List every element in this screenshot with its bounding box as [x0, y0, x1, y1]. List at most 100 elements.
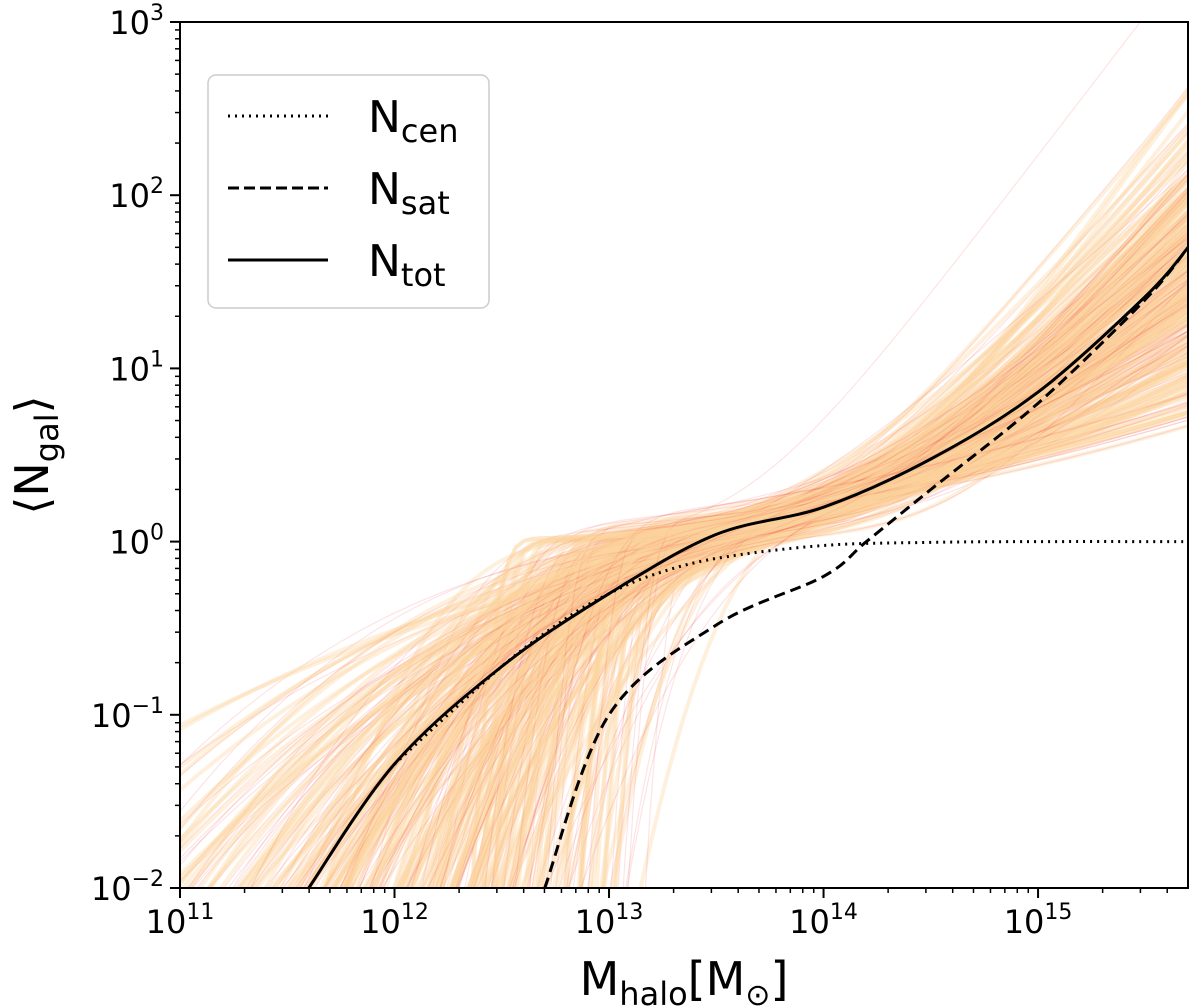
posterior-sample-curve	[323, 356, 1188, 888]
posterior-sample-curve	[339, 292, 1188, 888]
posterior-sample-curve	[192, 329, 1188, 888]
posterior-sample-curve	[370, 230, 1188, 888]
posterior-sample-curve	[455, 393, 1188, 888]
posterior-sample-curve	[500, 369, 1188, 888]
posterior-sample-curve	[420, 241, 1188, 888]
posterior-sample-curve	[264, 169, 1188, 888]
legend-label-tot-main: N	[368, 236, 401, 287]
posterior-sample-curve	[476, 344, 1188, 888]
posterior-sample-curve	[195, 262, 1188, 888]
posterior-sample-curve	[180, 279, 1188, 823]
posterior-sample-curve	[455, 232, 1188, 888]
posterior-sample-curve	[480, 274, 1188, 888]
posterior-sample-curve	[377, 424, 1188, 888]
x-axis-label: Mhalo[M⊙]	[580, 952, 789, 1006]
posterior-sample-curve	[627, 270, 1188, 888]
x-tick-label-exp: 12	[401, 900, 429, 925]
posterior-sample-curve	[244, 410, 1188, 888]
posterior-sample-curve	[299, 292, 1188, 888]
posterior-sample-curve	[371, 416, 1188, 888]
posterior-sample-curve	[609, 242, 1188, 888]
posterior-sample-curve	[496, 307, 1188, 888]
posterior-sample-curve	[180, 289, 1188, 880]
posterior-sample-curve	[565, 250, 1188, 888]
legend-frame	[207, 74, 490, 309]
posterior-sample-curve	[190, 213, 1188, 888]
y-axis-label: ⟨Ngal⟩	[5, 395, 66, 514]
posterior-sample-curve	[285, 291, 1188, 888]
posterior-sample-curve	[238, 239, 1188, 888]
posterior-sample-curve	[185, 215, 1188, 888]
posterior-sample-curve	[610, 279, 1188, 888]
posterior-sample-curve	[355, 253, 1188, 888]
x-axis-label-close: ]	[770, 952, 788, 1006]
posterior-sample-curve	[448, 255, 1188, 888]
posterior-sample-curve	[329, 333, 1188, 888]
posterior-sample-curve	[270, 389, 1188, 888]
posterior-sample-curve	[241, 215, 1188, 888]
posterior-sample-curve	[476, 355, 1188, 888]
posterior-sample-curve	[514, 382, 1188, 888]
posterior-sample-curve	[594, 360, 1188, 888]
legend-label-sat-main: N	[368, 164, 401, 215]
posterior-sample-curve	[579, 322, 1188, 888]
posterior-sample-curve	[432, 220, 1188, 888]
posterior-sample-curve	[180, 209, 1188, 888]
posterior-sample-curve	[452, 353, 1188, 888]
y-tick-label-base: 10	[91, 870, 132, 908]
posterior-sample-curve	[617, 238, 1188, 888]
posterior-sample-curve	[472, 187, 1188, 888]
posterior-sample-curve	[520, 87, 1188, 888]
posterior-sample-curve	[465, 280, 1188, 888]
posterior-sample-curve	[524, 223, 1188, 888]
posterior-sample-curve	[233, 150, 1188, 888]
x-tick-label-base: 10	[1004, 903, 1045, 941]
posterior-sample-curve	[443, 316, 1188, 888]
posterior-sample-curve	[481, 186, 1188, 888]
posterior-sample-curve	[346, 335, 1188, 888]
posterior-sample-curve	[420, 298, 1188, 888]
posterior-sample-curve	[180, 278, 1188, 863]
y-tick-label-base: 10	[109, 350, 150, 388]
posterior-sample-curve	[262, 390, 1188, 888]
posterior-sample-curve	[507, 158, 1188, 888]
posterior-sample-curve	[291, 374, 1188, 888]
posterior-sample-curve	[563, 88, 1188, 888]
posterior-sample-curve	[581, 322, 1188, 888]
posterior-sample-curve	[576, 229, 1188, 888]
posterior-sample-curve	[567, 209, 1188, 888]
posterior-sample-curve	[484, 295, 1188, 888]
posterior-sample-curve	[446, 159, 1188, 888]
posterior-sample-curve	[401, 283, 1188, 888]
posterior-sample-curve	[480, 212, 1188, 888]
posterior-sample-curve	[197, 231, 1188, 888]
posterior-sample-curve	[559, 297, 1188, 888]
posterior-sample-curve	[329, 110, 1188, 888]
ntot-line	[307, 246, 1188, 888]
posterior-sample-curve	[344, 286, 1188, 888]
x-axis-label-unit: [M	[688, 952, 746, 1006]
x-tick-label: 1011	[146, 900, 215, 941]
posterior-sample-curve	[180, 173, 1188, 866]
y-tick-label: 100	[109, 521, 164, 562]
posterior-sample-curve	[271, 244, 1188, 888]
posterior-sample-curve	[495, 219, 1188, 888]
posterior-sample-curve	[321, 189, 1188, 888]
posterior-sample-curve	[503, 283, 1188, 888]
posterior-sample-curve	[427, 391, 1188, 888]
posterior-sample-curve	[180, 123, 1188, 882]
posterior-sample-curve	[281, 255, 1188, 888]
posterior-sample-curve	[308, 224, 1188, 888]
posterior-sample-curve	[180, 400, 1188, 859]
posterior-sample-curve	[484, 305, 1188, 888]
posterior-sample-curve	[405, 240, 1188, 888]
posterior-sample-curve	[564, 362, 1188, 888]
fiducial-series	[307, 246, 1188, 888]
posterior-sample-curve	[526, 330, 1188, 888]
x-tick-label-base: 10	[789, 903, 830, 941]
posterior-sample-curve	[375, 270, 1188, 888]
posterior-sample-curve	[205, 250, 1188, 888]
posterior-sample-curve	[180, 410, 1188, 830]
posterior-sample-curve	[397, 293, 1188, 888]
